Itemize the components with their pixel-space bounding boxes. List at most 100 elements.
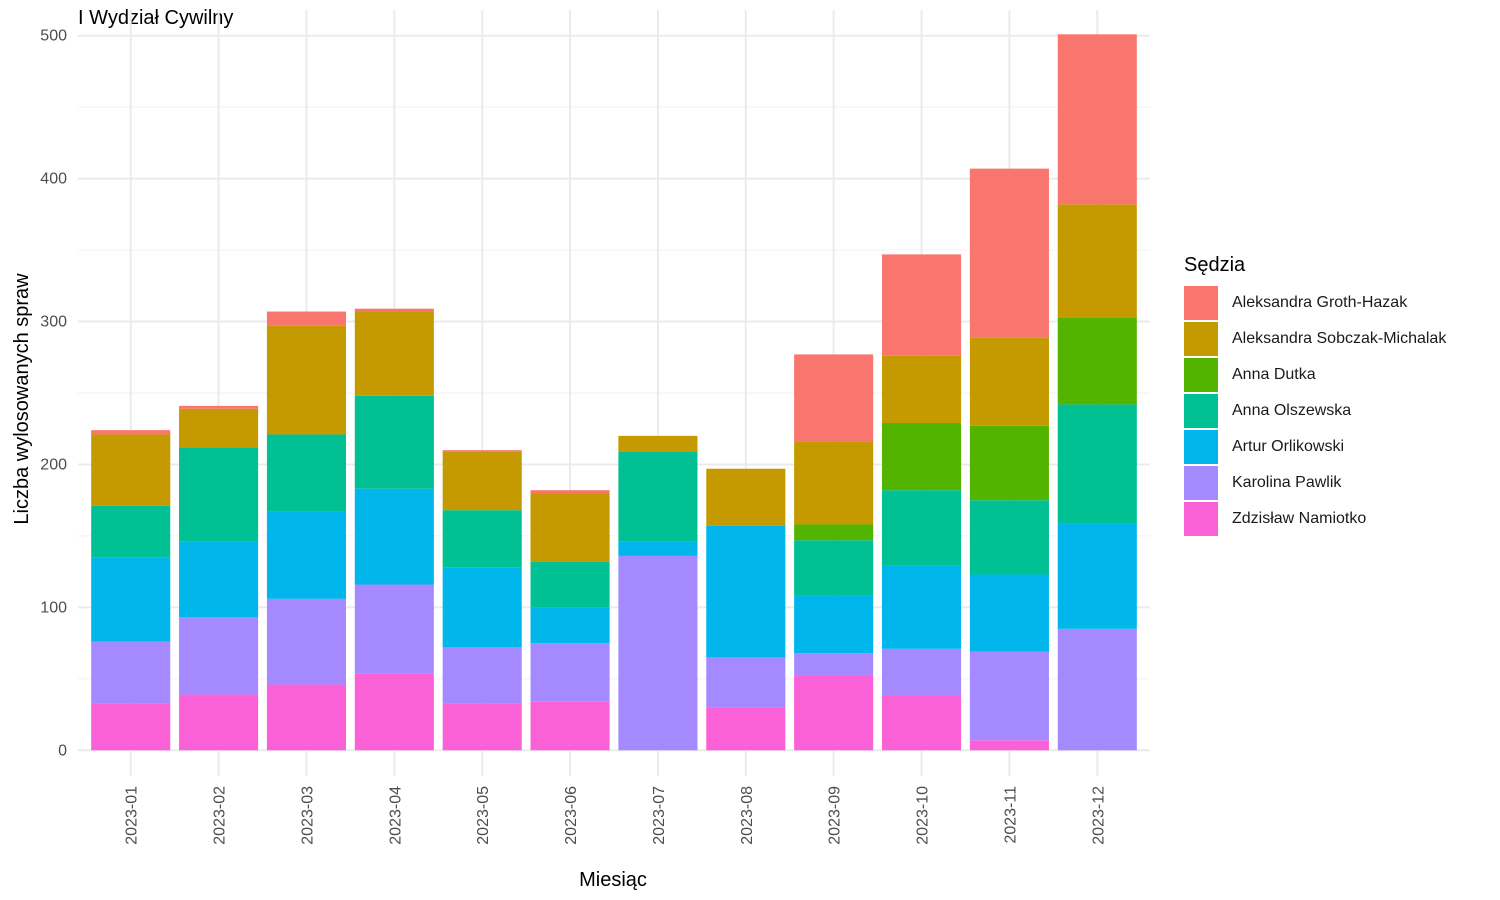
bar-segment xyxy=(266,511,346,599)
legend-item: Anna Olszewska xyxy=(1184,393,1446,429)
bar-segment xyxy=(530,561,610,608)
bar-segment xyxy=(882,565,962,649)
bar-segment xyxy=(91,434,171,506)
legend-item: Zdzisław Namiotko xyxy=(1184,501,1446,537)
legend-key-swatch xyxy=(1184,466,1218,500)
y-tick-label: 0 xyxy=(58,742,67,759)
x-tick-label: 2023-04 xyxy=(387,786,404,845)
bar-segment xyxy=(91,641,171,704)
y-tick-label: 500 xyxy=(40,28,67,45)
x-tick-label: 2023-07 xyxy=(651,786,668,845)
bar-segment xyxy=(91,557,171,642)
legend-label: Karolina Pawlik xyxy=(1232,474,1342,491)
bar-segment xyxy=(969,651,1049,741)
bar-segment xyxy=(882,355,962,424)
bar-segment xyxy=(1057,204,1137,318)
bar-segment xyxy=(354,308,434,312)
legend-label: Zdzisław Namiotko xyxy=(1232,510,1367,527)
bar-segment xyxy=(794,441,874,525)
bar-segment xyxy=(354,584,434,674)
legend: Sędzia Aleksandra Groth-Hazak Aleksandra … xyxy=(1184,254,1446,537)
bar-segment xyxy=(530,643,610,702)
bar-segment xyxy=(618,541,698,556)
legend-item: Anna Dutka xyxy=(1184,357,1446,393)
x-tick-label: 2023-08 xyxy=(739,786,756,845)
bar-segment xyxy=(969,168,1049,338)
chart-title: I Wydział Cywilny xyxy=(78,7,234,29)
bar-segment xyxy=(794,595,874,654)
bar-segment xyxy=(1057,317,1137,405)
legend-key-swatch xyxy=(1184,322,1218,356)
bar-segment xyxy=(1057,523,1137,629)
bar-segment xyxy=(882,695,962,751)
legend-item: Artur Orlikowski xyxy=(1184,429,1446,465)
bar-segment xyxy=(179,405,259,409)
bar-segment xyxy=(706,707,786,751)
legend-key-swatch xyxy=(1184,394,1218,428)
legend-item: Karolina Pawlik xyxy=(1184,465,1446,501)
bar-segment xyxy=(266,311,346,326)
bar-segment xyxy=(530,490,610,494)
bar-segment xyxy=(530,493,610,562)
bar-segment xyxy=(354,311,434,396)
bar-segment xyxy=(969,337,1049,426)
bar-segment xyxy=(179,541,259,618)
bar-segment xyxy=(794,540,874,596)
bar-segment xyxy=(1057,404,1137,524)
bar-segment xyxy=(794,653,874,676)
bar-segment xyxy=(442,703,522,751)
legend-label: Aleksandra Groth-Hazak xyxy=(1232,294,1408,311)
bar-segment xyxy=(354,673,434,751)
bar-segment xyxy=(706,657,786,708)
x-tick-label: 2023-02 xyxy=(212,786,229,845)
bar-segment xyxy=(91,703,171,751)
bar-segment xyxy=(91,505,171,558)
bar-segment xyxy=(969,500,1049,575)
bar-segment xyxy=(266,598,346,685)
x-axis-label: Miesiąc xyxy=(579,869,647,891)
legend-key-swatch xyxy=(1184,502,1218,536)
legend-label: Anna Olszewska xyxy=(1232,402,1352,419)
bar-segment xyxy=(882,490,962,566)
bar-segment xyxy=(618,451,698,542)
bar-segment xyxy=(706,525,786,658)
bar-segment xyxy=(442,567,522,648)
legend-label: Aleksandra Sobczak-Michalak xyxy=(1232,330,1447,347)
bar-segment xyxy=(179,617,259,695)
bar-segment xyxy=(266,684,346,751)
bar-segment xyxy=(794,675,874,751)
bar-segment xyxy=(442,510,522,568)
bar-segment xyxy=(179,408,259,448)
bar-segment xyxy=(969,740,1049,751)
bar-segment xyxy=(794,354,874,442)
bar-segment xyxy=(91,430,171,435)
x-tick-label: 2023-03 xyxy=(299,786,316,845)
legend-item: Aleksandra Groth-Hazak xyxy=(1184,285,1446,321)
bar-segment xyxy=(618,555,698,751)
legend-key-swatch xyxy=(1184,358,1218,392)
x-tick-label: 2023-01 xyxy=(124,786,141,845)
bar-segment xyxy=(706,468,786,526)
x-tick-label: 2023-06 xyxy=(563,786,580,845)
bar-segment xyxy=(882,254,962,356)
legend-label: Anna Dutka xyxy=(1232,366,1316,383)
y-tick-label: 100 xyxy=(40,599,67,616)
bar-segment xyxy=(266,434,346,512)
x-tick-label: 2023-10 xyxy=(915,786,932,845)
bar-segment xyxy=(179,694,259,751)
bar-segment xyxy=(969,574,1049,652)
bar-segment xyxy=(1057,628,1137,751)
bar-segment xyxy=(530,701,610,751)
legend-key-swatch xyxy=(1184,286,1218,320)
y-axis-label: Liczba wylosowanych spraw xyxy=(11,273,33,525)
bars xyxy=(91,34,1137,751)
legend-key-swatch xyxy=(1184,430,1218,464)
x-axis-ticks: 2023-01 2023-02 2023-03 2023-04 2023-05 2023-… xyxy=(124,786,1108,845)
bar-segment xyxy=(882,648,962,696)
bar-segment xyxy=(442,451,522,511)
bar-segment xyxy=(354,395,434,489)
x-tick-label: 2023-11 xyxy=(1002,786,1019,844)
legend-items: Aleksandra Groth-Hazak Aleksandra Sobczak… xyxy=(1184,285,1446,537)
bar-segment xyxy=(530,607,610,644)
